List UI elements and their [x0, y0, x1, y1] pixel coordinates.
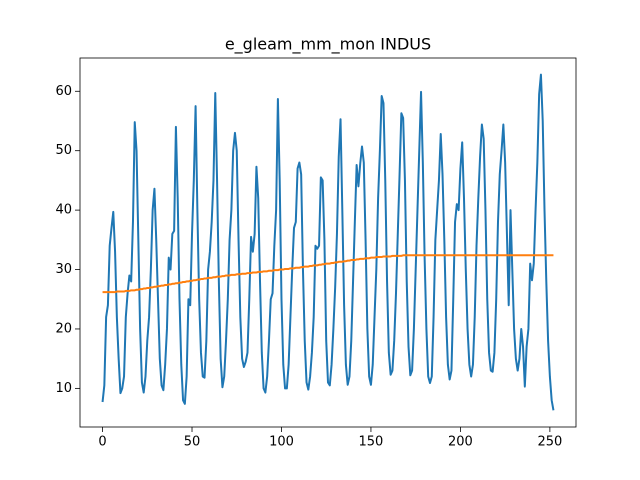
line-series — [101, 73, 555, 411]
axes-frame — [79, 57, 577, 428]
line-series — [102, 254, 554, 294]
y-tick-label: 30 — [55, 262, 72, 277]
x-tick-label: 0 — [98, 435, 106, 450]
y-tick-label: 50 — [55, 143, 72, 158]
y-tick-label: 10 — [55, 381, 72, 396]
chart-title: e_gleam_mm_mon INDUS — [225, 35, 431, 55]
x-tick-label: 150 — [359, 435, 384, 450]
x-tick-label: 100 — [269, 435, 294, 450]
y-tick-label: 60 — [55, 84, 72, 99]
y-tick-label: 40 — [55, 203, 72, 218]
x-tick-label: 50 — [184, 435, 201, 450]
x-tick-label: 200 — [448, 435, 473, 450]
y-tick-label: 20 — [55, 321, 72, 336]
x-tick-label: 250 — [537, 435, 562, 450]
